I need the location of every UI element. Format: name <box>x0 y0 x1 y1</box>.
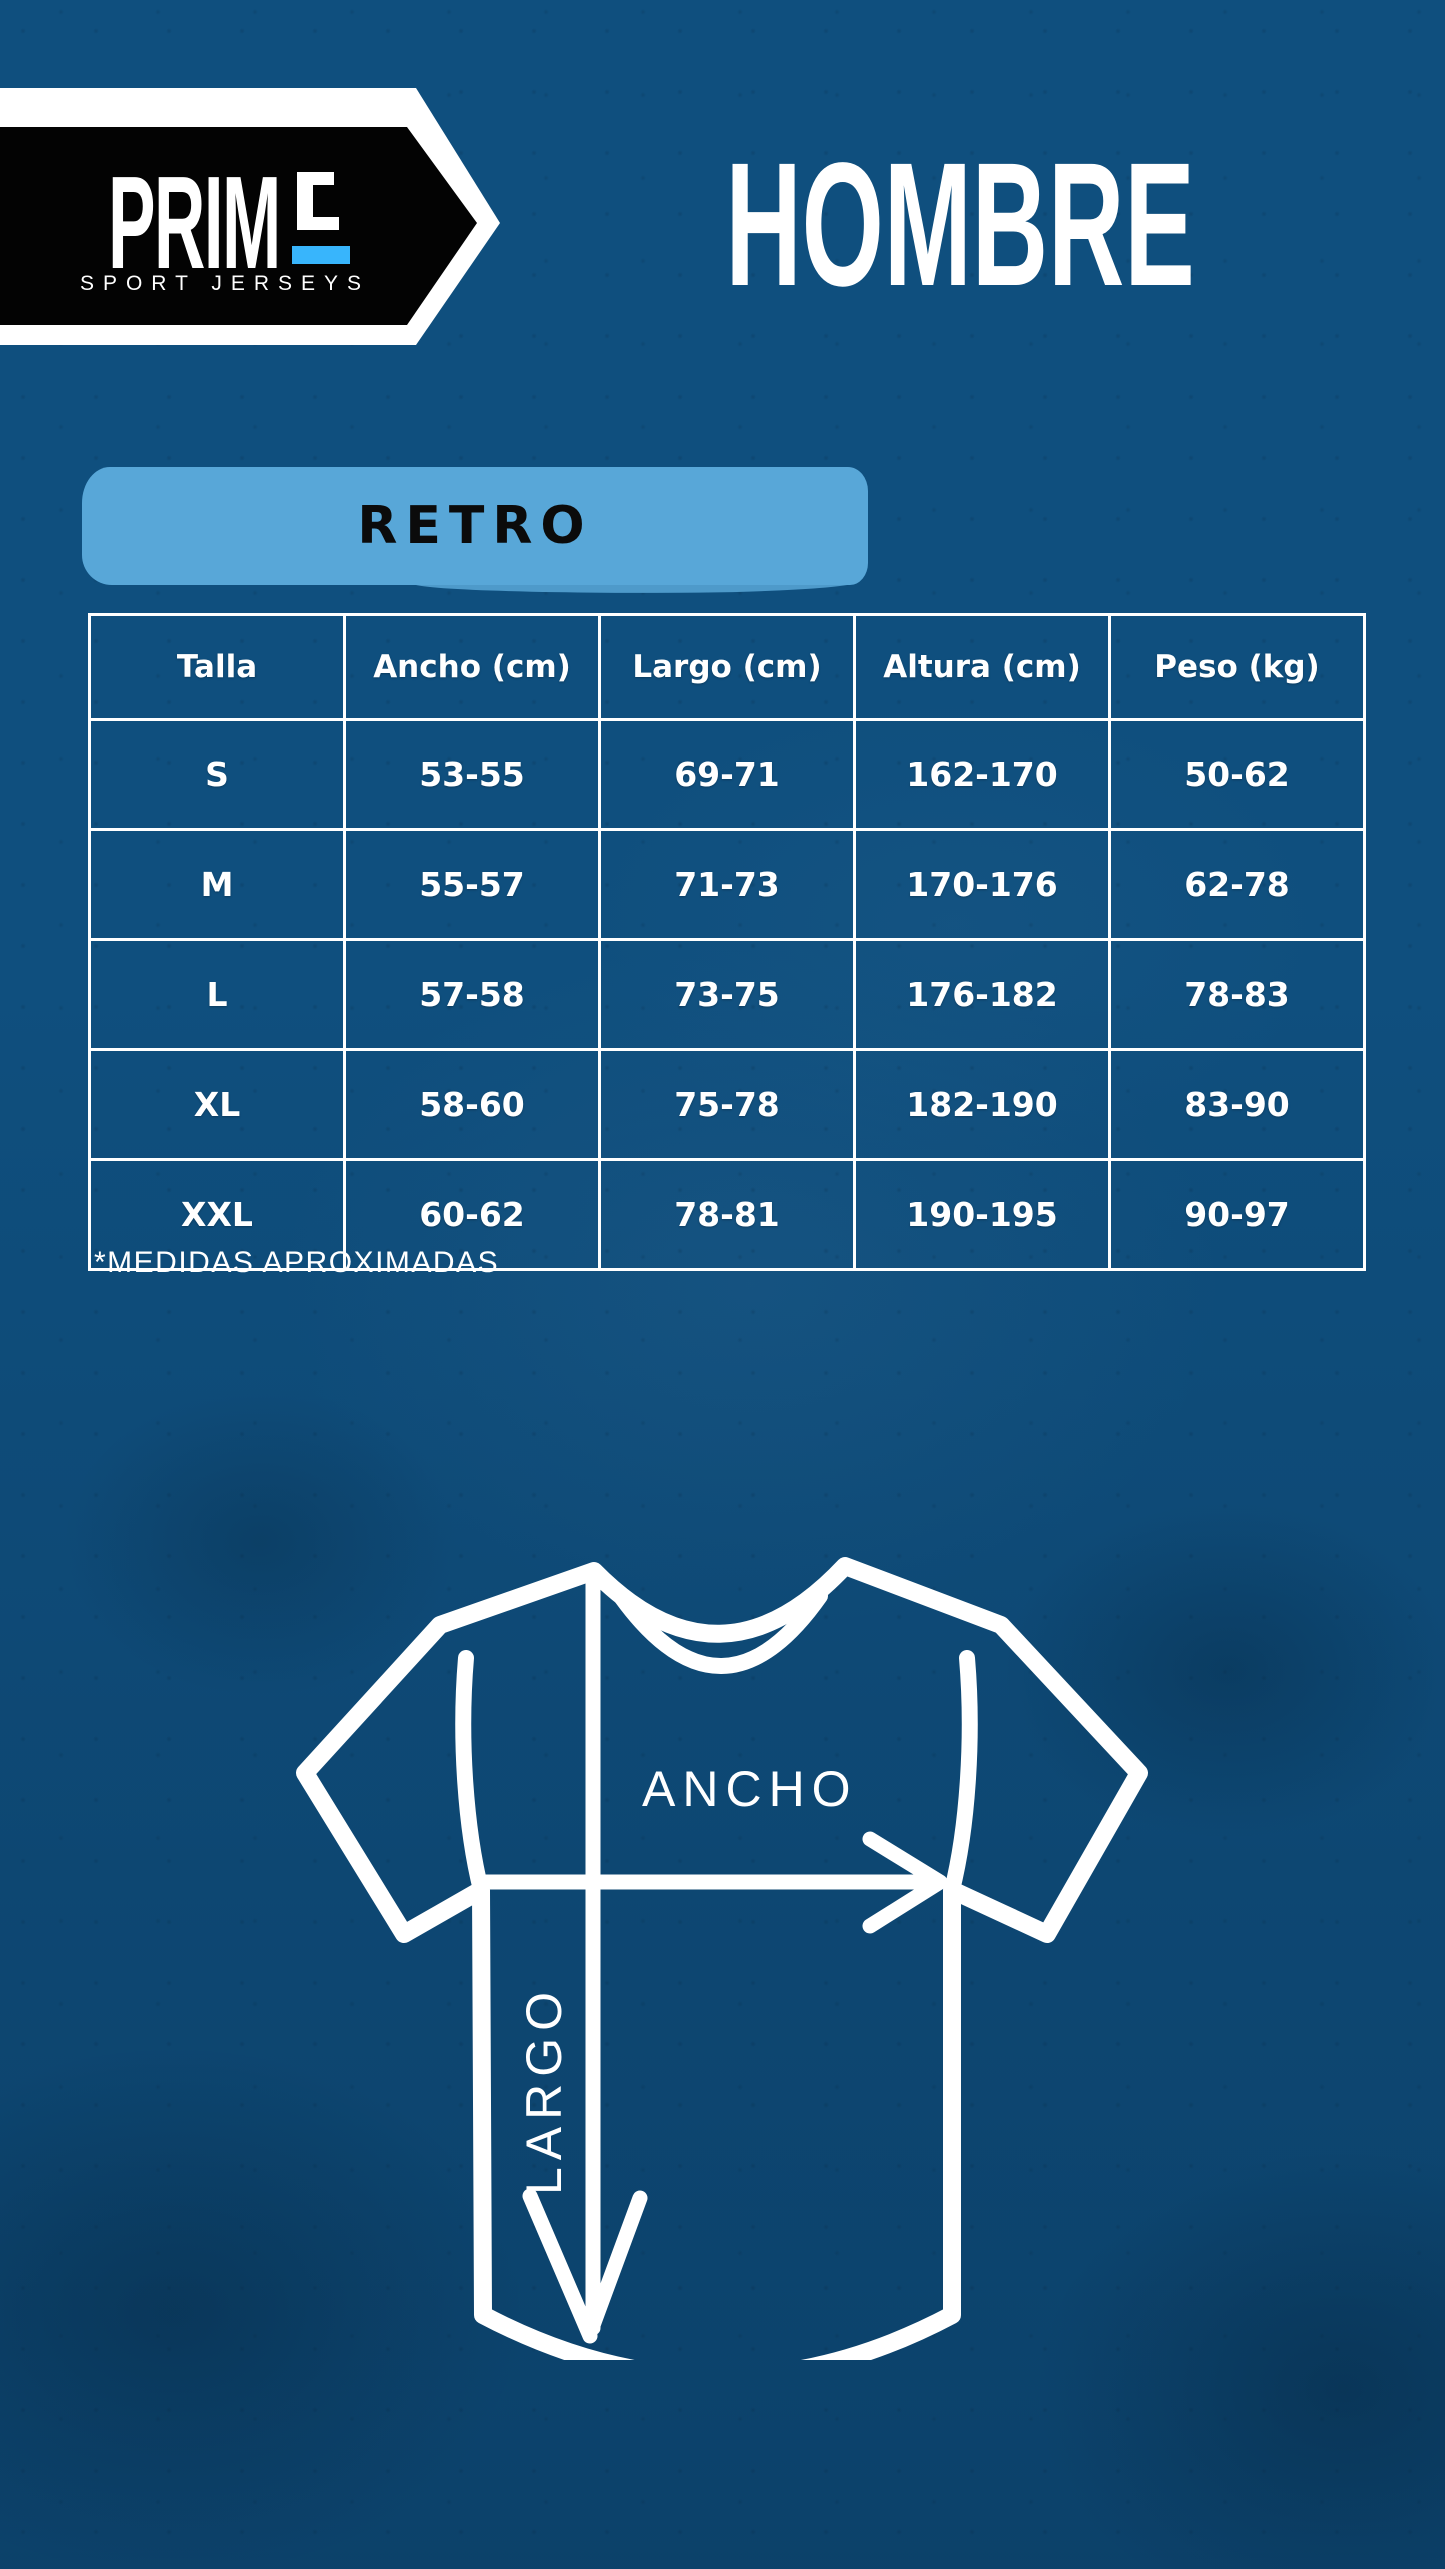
table-cell: 90-97 <box>1108 1158 1366 1271</box>
tshirt-outline <box>296 1557 1148 2360</box>
table-header-cell: Peso (kg) <box>1108 613 1366 721</box>
retro-badge: RETRO <box>82 467 868 585</box>
width-arrowhead-icon <box>862 1831 948 1934</box>
table-cell: M <box>88 828 346 941</box>
tshirt-right-seam <box>944 1650 978 1898</box>
table-cell: 83-90 <box>1108 1048 1366 1161</box>
table-cell: 73-75 <box>598 938 856 1051</box>
table-cell: 71-73 <box>598 828 856 941</box>
table-cell: 57-58 <box>343 938 601 1051</box>
length-label: LARGO <box>516 1985 572 2195</box>
table-header-cell: Talla <box>88 613 346 721</box>
logo-tagline: SPORT JERSEYS <box>79 272 371 295</box>
table-cell: 190-195 <box>853 1158 1111 1271</box>
logo-e-stem <box>297 172 313 230</box>
table-row: S 53-55 69-71 162-170 50-62 <box>88 718 1366 831</box>
table-cell: 50-62 <box>1108 718 1366 831</box>
table-cell: XXL <box>88 1158 346 1271</box>
page-title: HOMBRE <box>715 137 1205 313</box>
logo-e-mid-arm <box>313 217 339 230</box>
brand-banner <box>0 88 500 345</box>
logo-brand-text: PRIM <box>108 149 281 296</box>
table-cell: L <box>88 938 346 1051</box>
table-cell: 69-71 <box>598 718 856 831</box>
banner-black-arrow <box>0 127 477 325</box>
table-cell: 62-78 <box>1108 828 1366 941</box>
width-label: ANCHO <box>642 1761 858 1817</box>
table-cell: S <box>88 718 346 831</box>
page-title-text: HOMBRE <box>725 127 1195 323</box>
table-footnote: *MEDIDAS APROXIMADAS <box>94 1246 500 1279</box>
table-row: XXL 60-62 78-81 190-195 90-97 <box>88 1158 1366 1271</box>
table-header-cell: Altura (cm) <box>853 613 1111 721</box>
table-cell: 182-190 <box>853 1048 1111 1161</box>
table-cell: 162-170 <box>853 718 1111 831</box>
table-header-cell: Ancho (cm) <box>343 613 601 721</box>
logo-e-top-arm <box>313 172 334 185</box>
table-cell: 176-182 <box>853 938 1111 1051</box>
tshirt-neckline <box>614 1588 828 1674</box>
length-arrowhead-icon <box>522 2188 648 2344</box>
logo-letter-e <box>292 172 350 267</box>
size-table: Talla Ancho (cm) Largo (cm) Altura (cm) … <box>88 613 1366 1271</box>
retro-badge-label: RETRO <box>357 496 593 556</box>
tshirt-diagram: ANCHO LARGO <box>296 1557 1148 2360</box>
table-row: L 57-58 73-75 176-182 78-83 <box>88 938 1366 1051</box>
table-header-cell: Largo (cm) <box>598 613 856 721</box>
table-cell: 60-62 <box>343 1158 601 1271</box>
table-header-row: Talla Ancho (cm) Largo (cm) Altura (cm) … <box>88 613 1366 721</box>
table-cell: 170-176 <box>853 828 1111 941</box>
table-cell: 55-57 <box>343 828 601 941</box>
table-cell: 78-81 <box>598 1158 856 1271</box>
table-cell: 78-83 <box>1108 938 1366 1051</box>
table-cell: 53-55 <box>343 718 601 831</box>
logo-accent-bar <box>292 246 350 264</box>
tshirt-left-seam <box>455 1650 489 1898</box>
table-row: XL 58-60 75-78 182-190 83-90 <box>88 1048 1366 1161</box>
table-cell: XL <box>88 1048 346 1161</box>
table-row: M 55-57 71-73 170-176 62-78 <box>88 828 1366 941</box>
table-cell: 58-60 <box>343 1048 601 1161</box>
table-cell: 75-78 <box>598 1048 856 1161</box>
